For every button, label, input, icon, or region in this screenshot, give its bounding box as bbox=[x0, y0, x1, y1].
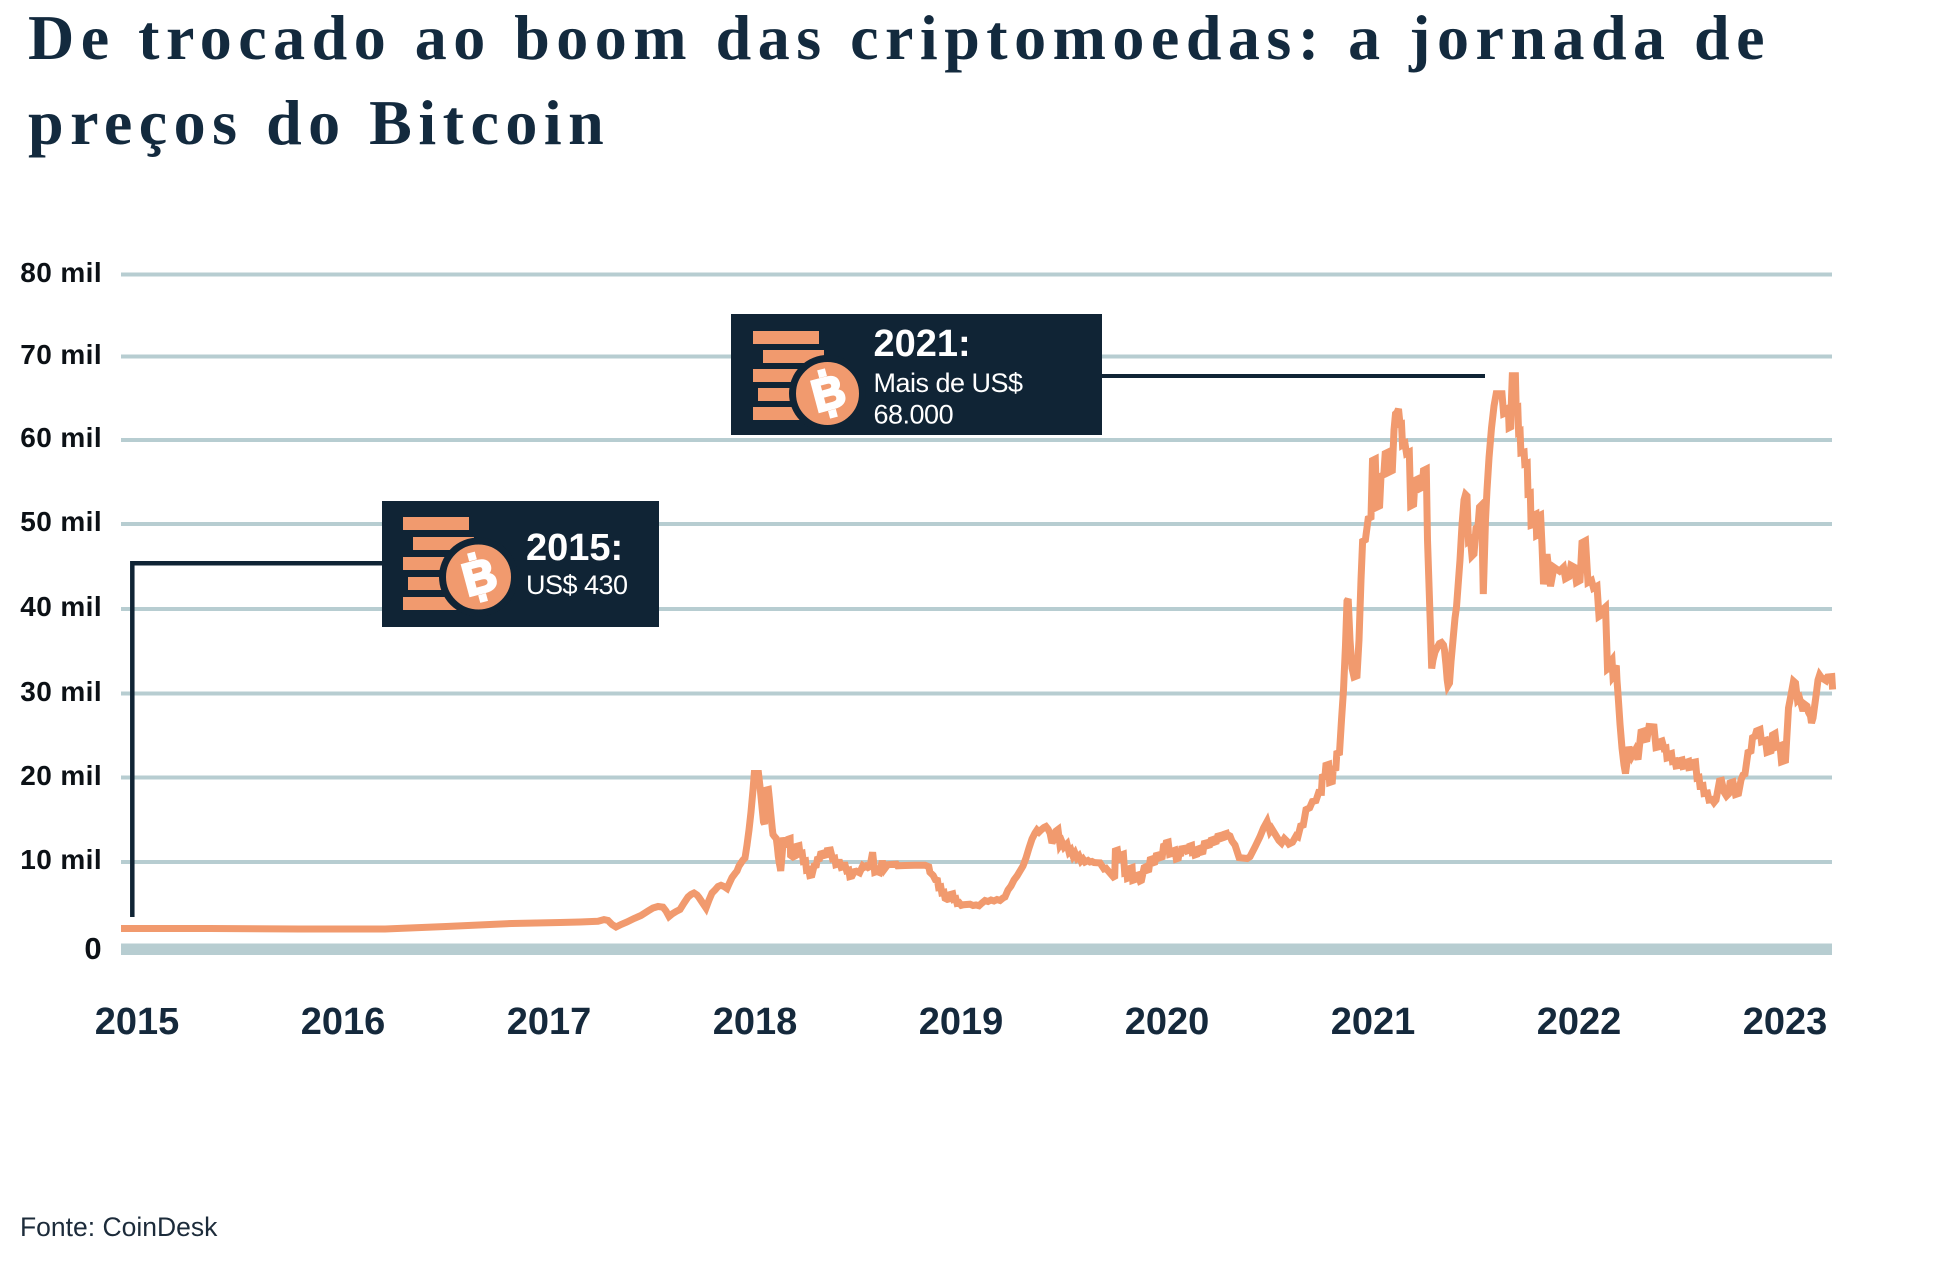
svg-text:Mais de US$: Mais de US$ bbox=[874, 368, 1024, 398]
svg-text:2021:: 2021: bbox=[874, 323, 971, 365]
svg-text:68.000: 68.000 bbox=[874, 400, 954, 430]
svg-text:US$ 430: US$ 430 bbox=[526, 570, 628, 600]
svg-text:2015:: 2015: bbox=[526, 527, 623, 569]
